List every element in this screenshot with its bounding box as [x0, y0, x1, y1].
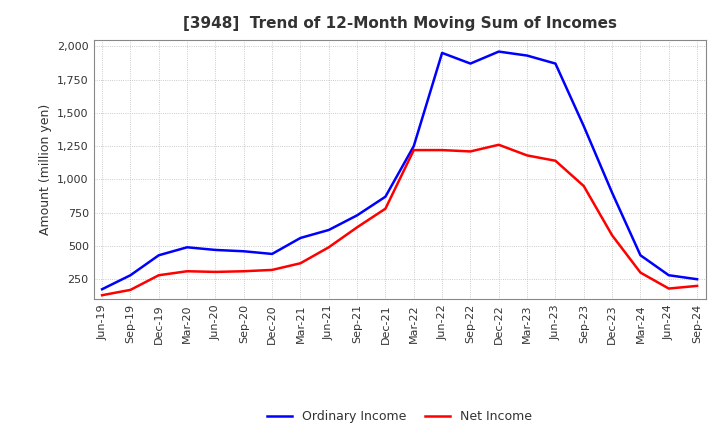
Net Income	[98, 293, 107, 298]
Ordinary Income	[665, 273, 673, 278]
Ordinary Income	[438, 50, 446, 55]
Net Income	[495, 142, 503, 147]
Net Income	[296, 260, 305, 266]
Net Income	[608, 233, 616, 238]
Ordinary Income	[211, 247, 220, 253]
Net Income	[665, 286, 673, 291]
Ordinary Income	[693, 277, 701, 282]
Net Income	[126, 287, 135, 293]
Legend: Ordinary Income, Net Income: Ordinary Income, Net Income	[262, 405, 537, 428]
Net Income	[580, 183, 588, 189]
Title: [3948]  Trend of 12-Month Moving Sum of Incomes: [3948] Trend of 12-Month Moving Sum of I…	[183, 16, 616, 32]
Net Income	[438, 147, 446, 153]
Net Income	[325, 245, 333, 250]
Ordinary Income	[466, 61, 474, 66]
Net Income	[551, 158, 559, 163]
Net Income	[381, 206, 390, 211]
Ordinary Income	[268, 251, 276, 257]
Net Income	[353, 225, 361, 230]
Ordinary Income	[155, 253, 163, 258]
Net Income	[523, 153, 531, 158]
Net Income	[240, 268, 248, 274]
Net Income	[183, 268, 192, 274]
Ordinary Income	[126, 273, 135, 278]
Ordinary Income	[353, 213, 361, 218]
Net Income	[466, 149, 474, 154]
Ordinary Income	[636, 253, 644, 258]
Ordinary Income	[608, 190, 616, 195]
Ordinary Income	[410, 143, 418, 149]
Ordinary Income	[551, 61, 559, 66]
Y-axis label: Amount (million yen): Amount (million yen)	[39, 104, 52, 235]
Ordinary Income	[98, 286, 107, 292]
Ordinary Income	[381, 194, 390, 199]
Net Income	[693, 283, 701, 289]
Ordinary Income	[325, 227, 333, 233]
Ordinary Income	[580, 124, 588, 129]
Net Income	[268, 267, 276, 272]
Net Income	[636, 270, 644, 275]
Ordinary Income	[183, 245, 192, 250]
Net Income	[211, 269, 220, 275]
Net Income	[155, 273, 163, 278]
Line: Ordinary Income: Ordinary Income	[102, 51, 697, 289]
Ordinary Income	[495, 49, 503, 54]
Net Income	[410, 147, 418, 153]
Ordinary Income	[296, 235, 305, 241]
Line: Net Income: Net Income	[102, 145, 697, 295]
Ordinary Income	[240, 249, 248, 254]
Ordinary Income	[523, 53, 531, 58]
